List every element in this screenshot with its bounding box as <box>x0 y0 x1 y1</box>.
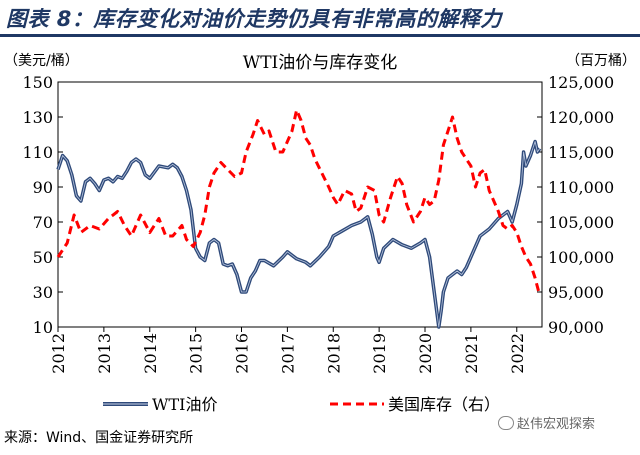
left-tick-label: 130 <box>22 108 53 127</box>
right-tick-label: 110,000 <box>548 178 614 197</box>
x-tick-label: 2018 <box>324 333 343 374</box>
right-tick-label: 120,000 <box>548 108 614 127</box>
right-axis: 90,000 95,000 100,000 105,000 110,000 115,000… <box>537 73 614 337</box>
x-tick-label: 2019 <box>370 333 389 374</box>
legend: WTI油价 美国库存（右） <box>103 395 500 414</box>
watermark: 赵伟宏观探索 <box>498 413 595 432</box>
legend-inventory-label: 美国库存（右） <box>388 395 500 414</box>
x-tick-label: 2016 <box>233 333 252 374</box>
left-tick-label: 70 <box>33 213 53 232</box>
series-layer <box>56 108 542 329</box>
x-tick-label: 2013 <box>95 333 114 374</box>
right-tick-label: 105,000 <box>548 213 614 232</box>
figure-label: 图表 8：库存变化对油价走势仍具有非常高的解释力 <box>6 7 502 31</box>
right-tick-label: 115,000 <box>548 143 614 162</box>
left-tick-label: 110 <box>22 143 53 162</box>
x-tick-label: 2022 <box>508 333 527 374</box>
left-tick-label: 90 <box>33 178 53 197</box>
series-wti-highlight <box>57 141 541 328</box>
left-axis: 10 30 50 70 90 110 130 150 <box>22 73 63 337</box>
x-tick-label: 2020 <box>416 333 435 374</box>
right-tick-label: 95,000 <box>548 283 604 302</box>
x-axis: 2012 2013 2014 2015 2016 2017 2018 2019 2020 2021… <box>49 327 527 374</box>
right-tick-label: 100,000 <box>548 248 614 267</box>
left-tick-label: 10 <box>33 318 53 337</box>
x-tick-label: 2017 <box>278 333 297 374</box>
legend-wti-label: WTI油价 <box>152 395 217 414</box>
right-tick-label: 90,000 <box>548 318 604 337</box>
left-tick-label: 150 <box>22 73 53 92</box>
left-tick-label: 50 <box>33 248 53 267</box>
chat-bubble-icon <box>498 416 514 430</box>
x-tick-label: 2015 <box>187 333 206 374</box>
left-axis-unit: （美元/桶） <box>4 53 79 69</box>
figure-header: 图表 8：库存变化对油价走势仍具有非常高的解释力 <box>0 0 640 40</box>
watermark-text: 赵伟宏观探索 <box>517 417 596 432</box>
x-tick-label: 2021 <box>462 333 481 374</box>
x-tick-label: 2012 <box>49 333 68 374</box>
right-tick-label: 125,000 <box>548 73 614 92</box>
header-rule <box>0 34 640 37</box>
source-note: 来源：Wind、国金证券研究所 <box>4 430 194 446</box>
left-tick-label: 30 <box>33 283 53 302</box>
right-axis-unit: （百万桶） <box>566 53 636 69</box>
plot-frame <box>57 81 543 328</box>
chart-title: WTI油价与库存变化 <box>243 53 398 73</box>
x-tick-label: 2014 <box>141 333 160 374</box>
series-inventory-line <box>56 108 542 296</box>
